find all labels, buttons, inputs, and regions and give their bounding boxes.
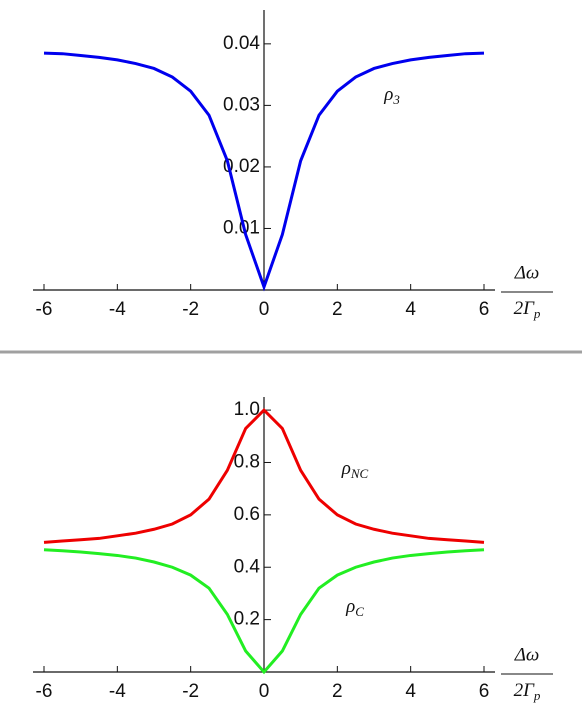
x-label-denominator: 2Γp [514, 298, 541, 321]
x-tick-label: -6 [36, 299, 53, 320]
series-label: ρNC [341, 458, 369, 481]
x-tick-label: -2 [182, 681, 199, 702]
x-tick-label: 4 [405, 681, 416, 702]
x-label-numerator: Δω [514, 644, 540, 665]
y-tick-label: 0.8 [234, 451, 260, 472]
x-tick-label: 2 [332, 681, 343, 702]
x-tick-label: -2 [182, 299, 199, 320]
y-tick-label: 0.6 [234, 504, 260, 525]
line-series [43, 407, 485, 544]
y-tick-label: 0.02 [223, 156, 260, 177]
series-label: ρC [345, 596, 364, 619]
y-tick-label: 0.03 [223, 94, 260, 115]
series-label: ρ3 [383, 84, 400, 107]
line-series [43, 51, 485, 292]
x-tick-label: 4 [405, 299, 416, 320]
x-tick-label: -6 [36, 681, 53, 702]
x-tick-label: 6 [479, 299, 490, 320]
x-tick-label: -4 [109, 681, 126, 702]
x-tick-label: 6 [479, 681, 490, 702]
x-tick-label: 2 [332, 299, 343, 320]
y-tick-label: 0.4 [234, 556, 261, 577]
y-tick-label: 1.0 [234, 399, 260, 420]
y-tick-label: 0.01 [223, 217, 260, 238]
y-tick-label: 0.04 [223, 33, 260, 54]
x-tick-label: 0 [259, 681, 270, 702]
x-label-denominator: 2Γp [514, 680, 541, 703]
x-label-numerator: Δω [514, 262, 540, 283]
line-series [43, 548, 485, 675]
y-tick-label: 0.2 [234, 609, 260, 630]
x-tick-label: 0 [259, 299, 270, 320]
x-tick-label: -4 [109, 299, 126, 320]
